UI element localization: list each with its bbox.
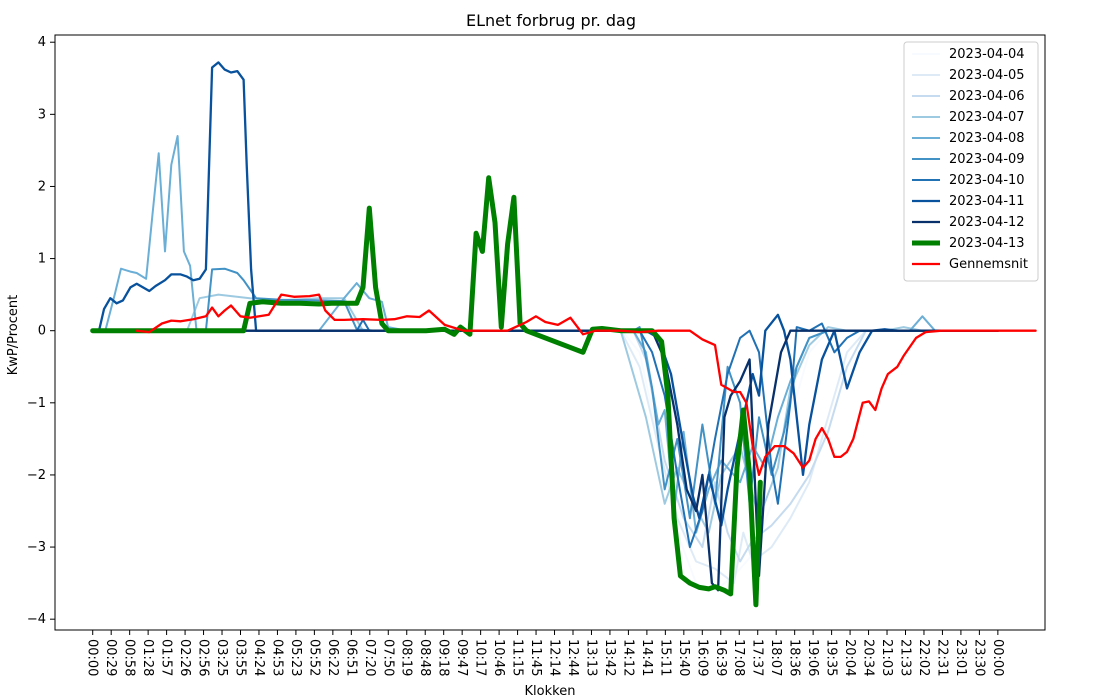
x-tick-label: 12:14 [547,639,562,676]
legend-label: 2023-04-07 [949,110,1025,125]
x-tick-label: 15:40 [676,639,691,676]
x-tick-label: 03:25 [214,639,229,676]
x-tick-label: 06:22 [325,639,340,676]
x-tick-label: 21:33 [897,639,912,676]
x-tick-label: 16:39 [713,639,728,676]
x-tick-label: 17:37 [750,639,765,676]
x-tick-label: 07:50 [380,639,395,676]
y-axis-label: KwP/Procent [6,295,21,375]
x-tick-label: 09:18 [436,639,451,676]
y-tick-label: −4 [27,612,46,627]
legend-label: 2023-04-05 [949,68,1025,83]
x-tick-label: 01:28 [140,639,155,676]
series-layer [90,61,1037,608]
y-tick-label: −2 [27,468,46,483]
legend-label: 2023-04-13 [949,236,1025,251]
x-tick-label: 23:30 [971,639,986,676]
legend-label: 2023-04-12 [949,215,1025,230]
x-tick-label: 22:31 [934,639,949,676]
x-tick-label: 17:08 [731,639,746,676]
x-tick-label: 11:45 [528,639,543,676]
x-tick-label: 16:09 [694,639,709,676]
x-tick-label: 11:15 [510,639,525,676]
x-tick-label: 23:01 [953,639,968,676]
x-tick-label: 14:41 [639,639,654,676]
x-tick-label: 00:00 [990,639,1005,676]
x-axis-label: Klokken [525,684,576,699]
y-tick-label: 2 [38,179,46,194]
x-tick-label: 00:29 [103,639,118,676]
x-tick-label: 02:26 [177,639,192,676]
legend-label: 2023-04-10 [949,173,1025,188]
x-tick-label: 21:03 [879,639,894,676]
x-tick-label: 20:04 [842,639,857,676]
series-line-2023-04-09 [91,267,999,520]
x-tick-label: 05:52 [306,639,321,676]
legend-label: Gennemsnit [949,257,1028,272]
x-tick-label: 03:55 [232,639,247,676]
x-tick-label: 06:51 [343,639,358,676]
legend-label: 2023-04-06 [949,89,1025,104]
legend: 2023-04-04 2023-04-05 2023-04-06 2023-04-07… [903,41,1039,282]
x-tick-label: 07:20 [362,639,377,676]
x-tick-label: 20:34 [861,639,876,676]
x-tick-label: 08:48 [417,639,432,676]
x-tick-label: 05:23 [288,639,303,676]
x-tick-label: 14:12 [620,639,635,676]
x-tick-label: 08:19 [399,639,414,676]
series-line-2023-04-13 [90,175,763,608]
x-tick-label: 01:57 [159,639,174,676]
x-tick-label: 00:00 [85,639,100,676]
y-tick-label: 1 [38,252,46,267]
x-tick-label: 13:13 [583,639,598,676]
x-tick-label: 02:56 [196,639,211,676]
x-tick-label: 04:53 [269,639,284,676]
plot-frame [54,34,1046,631]
legend-label: 2023-04-09 [949,152,1025,167]
x-tick-label: 19:06 [805,639,820,676]
x-tick-label: 00:58 [122,639,137,676]
chart-title: ELnet forbrug pr. dag [466,11,636,30]
x-tick-label: 18:36 [787,639,802,676]
x-tick-label: 10:17 [473,639,488,676]
y-tick-label: 0 [38,324,46,339]
series-line-gennemsnit [135,293,1037,477]
legend-label: 2023-04-11 [949,194,1025,209]
x-tick-label: 13:42 [602,639,617,676]
y-tick-label: 4 [38,35,46,50]
x-tick-label: 12:44 [565,639,580,676]
x-tick-label: 18:07 [768,639,783,676]
x-tick-label: 22:02 [916,639,931,676]
legend-label: 2023-04-04 [949,47,1025,62]
x-tick-label: 19:35 [824,639,839,676]
y-tick-label: −3 [27,540,46,555]
x-tick-label: 10:46 [491,639,506,676]
x-tick-label: 15:11 [657,639,672,676]
x-tick-label: 04:24 [251,639,266,676]
x-tick-label: 09:47 [454,639,469,676]
y-tick-label: 3 [38,107,46,122]
legend-label: 2023-04-08 [949,131,1025,146]
y-tick-label: −1 [27,396,46,411]
